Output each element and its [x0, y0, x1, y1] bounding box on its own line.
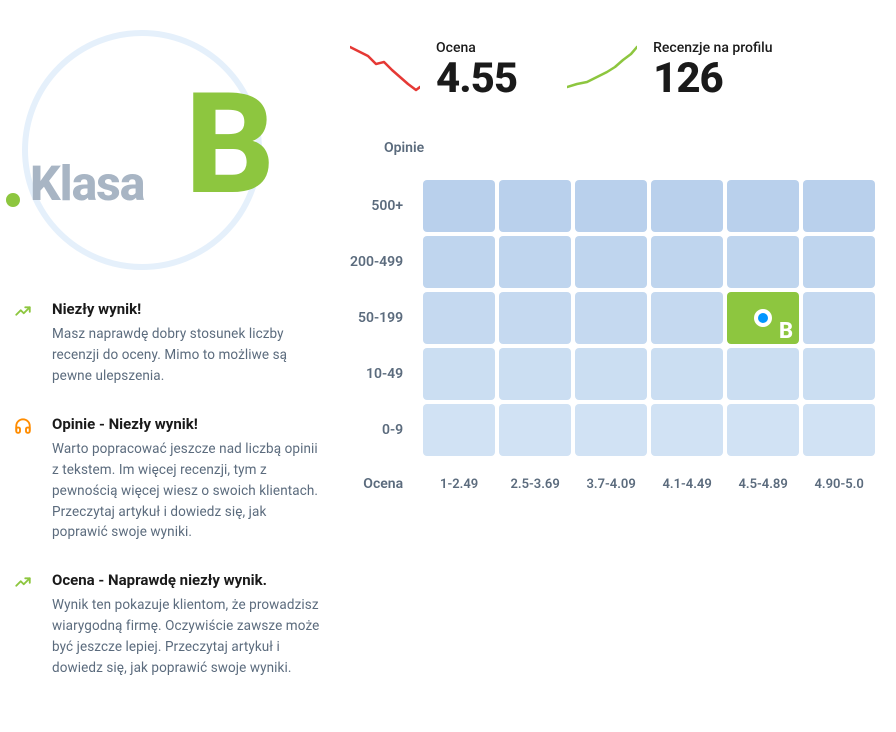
insight-title: Ocena - Naprawdę niezły wynik.: [52, 571, 320, 589]
heatmap-cell: [725, 178, 801, 234]
heatmap-cell: [421, 290, 497, 346]
insight-item: Opinie - Niezły wynik! Warto popracować j…: [14, 415, 330, 544]
heatmap-cell: [649, 234, 725, 290]
heatmap-y-label: 50-199: [350, 290, 421, 346]
insight-text: Wynik ten pokazuje klientom, że prowadzi…: [52, 595, 320, 679]
insight-text: Masz naprawdę dobry stosunek liczby rece…: [52, 324, 320, 387]
heatmap-y-label: 200-499: [350, 234, 421, 290]
heatmap-x-label: 2.5-3.69: [497, 458, 573, 492]
heatmap-x-label: 1-2.49: [421, 458, 497, 492]
heatmap-y-label: 10-49: [350, 346, 421, 402]
heatmap-cell: [649, 402, 725, 458]
trend-up-icon: [14, 302, 38, 387]
heatmap-cell: [497, 178, 573, 234]
heatmap-cell: B: [725, 290, 801, 346]
heatmap-cell: [725, 234, 801, 290]
heatmap-cell: [497, 290, 573, 346]
heatmap-cell: [497, 402, 573, 458]
insight-text: Warto popracować jeszcze nad liczbą opin…: [52, 439, 320, 544]
stat-reviews: Recenzje na profilu 126: [567, 40, 772, 100]
heatmap-table: 500+200-49950-199 B 10-490-9Ocena1-2.492.5…: [350, 178, 877, 492]
insight-item: Ocena - Naprawdę niezły wynik. Wynik ten …: [14, 571, 330, 679]
trend-up-icon: [14, 573, 38, 679]
heatmap-cell: [649, 290, 725, 346]
insight-title: Opinie - Niezły wynik!: [52, 415, 320, 433]
heatmap-cell: [497, 346, 573, 402]
heatmap-cell: [801, 290, 877, 346]
insight-item: Niezły wynik! Masz naprawdę dobry stosune…: [14, 300, 330, 387]
heatmap-x-axis-title: Ocena: [350, 458, 421, 492]
heatmap-cell: [573, 402, 649, 458]
heatmap-cell: [421, 402, 497, 458]
heatmap-cell: [573, 178, 649, 234]
heatmap-x-label: 4.1-4.49: [649, 458, 725, 492]
heatmap-cell: [573, 346, 649, 402]
class-label: Klasa: [30, 155, 144, 212]
heatmap-cell: [801, 178, 877, 234]
heatmap-cell: [725, 402, 801, 458]
heatmap-cell: [801, 402, 877, 458]
heatmap-marker-letter: B: [779, 319, 793, 344]
sparkline-reviews: [567, 42, 637, 92]
heatmap-x-label: 4.90-5.0: [801, 458, 877, 492]
heatmap-y-axis-title: Opinie: [384, 140, 886, 156]
heatmap-x-label: 4.5-4.89: [725, 458, 801, 492]
heatmap-cell: [421, 234, 497, 290]
insight-title: Niezły wynik!: [52, 300, 320, 318]
heatmap-cell: [649, 346, 725, 402]
heatmap: Opinie 500+200-49950-199 B 10-490-9Ocena1-…: [350, 140, 886, 492]
heatmap-cell: [801, 234, 877, 290]
heatmap-x-label: 3.7-4.09: [573, 458, 649, 492]
heatmap-cell: [497, 234, 573, 290]
stat-rating: Ocena 4.55: [350, 40, 517, 100]
headphones-icon: [14, 417, 38, 544]
heatmap-marker: [754, 309, 772, 327]
heatmap-cell: [573, 290, 649, 346]
stats-row: Ocena 4.55 Recenzje na profilu 126: [350, 20, 886, 100]
heatmap-y-label: 0-9: [350, 402, 421, 458]
stat-rating-value: 4.55: [436, 58, 517, 100]
stat-reviews-value: 126: [653, 58, 772, 100]
sparkline-rating: [350, 42, 420, 92]
class-letter: B: [185, 75, 269, 215]
class-dot: [6, 193, 20, 207]
heatmap-cell: [725, 346, 801, 402]
heatmap-y-label: 500+: [350, 178, 421, 234]
heatmap-cell: [801, 346, 877, 402]
class-badge: Klasa B: [10, 20, 280, 270]
heatmap-cell: [421, 346, 497, 402]
heatmap-cell: [421, 178, 497, 234]
heatmap-cell: [649, 178, 725, 234]
insights-list: Niezły wynik! Masz naprawdę dobry stosune…: [10, 300, 330, 679]
heatmap-cell: [573, 234, 649, 290]
